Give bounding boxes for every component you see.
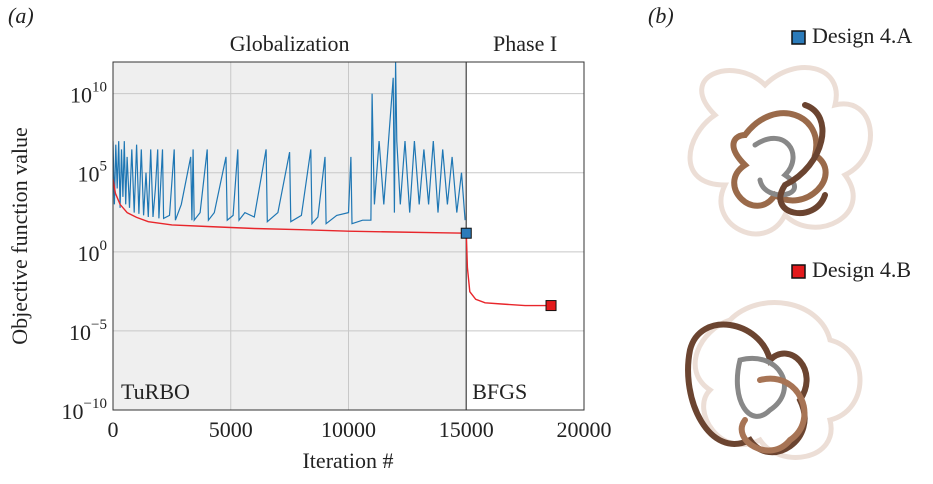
y-tick-label: 105	[78, 159, 108, 187]
panel-label: (b)	[648, 3, 674, 28]
annotation: Phase I	[493, 31, 557, 56]
design-marker	[545, 300, 557, 312]
legend-swatch	[791, 30, 806, 45]
x-tick-label: 5000	[209, 417, 253, 442]
y-tick-label: 10−5	[69, 317, 107, 345]
annotation: BFGS	[472, 379, 527, 404]
x-tick-label: 20000	[557, 417, 612, 442]
y-tick-label: 10−10	[62, 396, 107, 424]
x-tick-label: 15000	[439, 417, 494, 442]
y-tick-label: 1010	[70, 80, 107, 108]
y-axis-label: Objective function value	[7, 127, 32, 344]
annotation: TuRBO	[121, 379, 190, 404]
knot-4a	[687, 65, 873, 237]
x-tick-label: 10000	[321, 417, 376, 442]
panel-label: (a)	[8, 3, 34, 28]
knot-4b	[685, 300, 863, 460]
y-tick-label: 100	[78, 238, 108, 266]
legend-label: Design 4.B	[812, 257, 911, 282]
plot-frame	[112, 61, 585, 411]
legend-label: Design 4.A	[812, 23, 912, 48]
annotation: Globalization	[230, 31, 350, 56]
series-line	[113, 178, 551, 307]
x-axis-label: Iteration #	[302, 448, 393, 473]
plot-lines	[113, 62, 551, 307]
design-marker	[460, 227, 472, 239]
phase-region	[113, 62, 467, 410]
series-line	[113, 62, 466, 226]
legend-swatch	[791, 264, 806, 279]
x-tick-label: 0	[108, 417, 119, 442]
